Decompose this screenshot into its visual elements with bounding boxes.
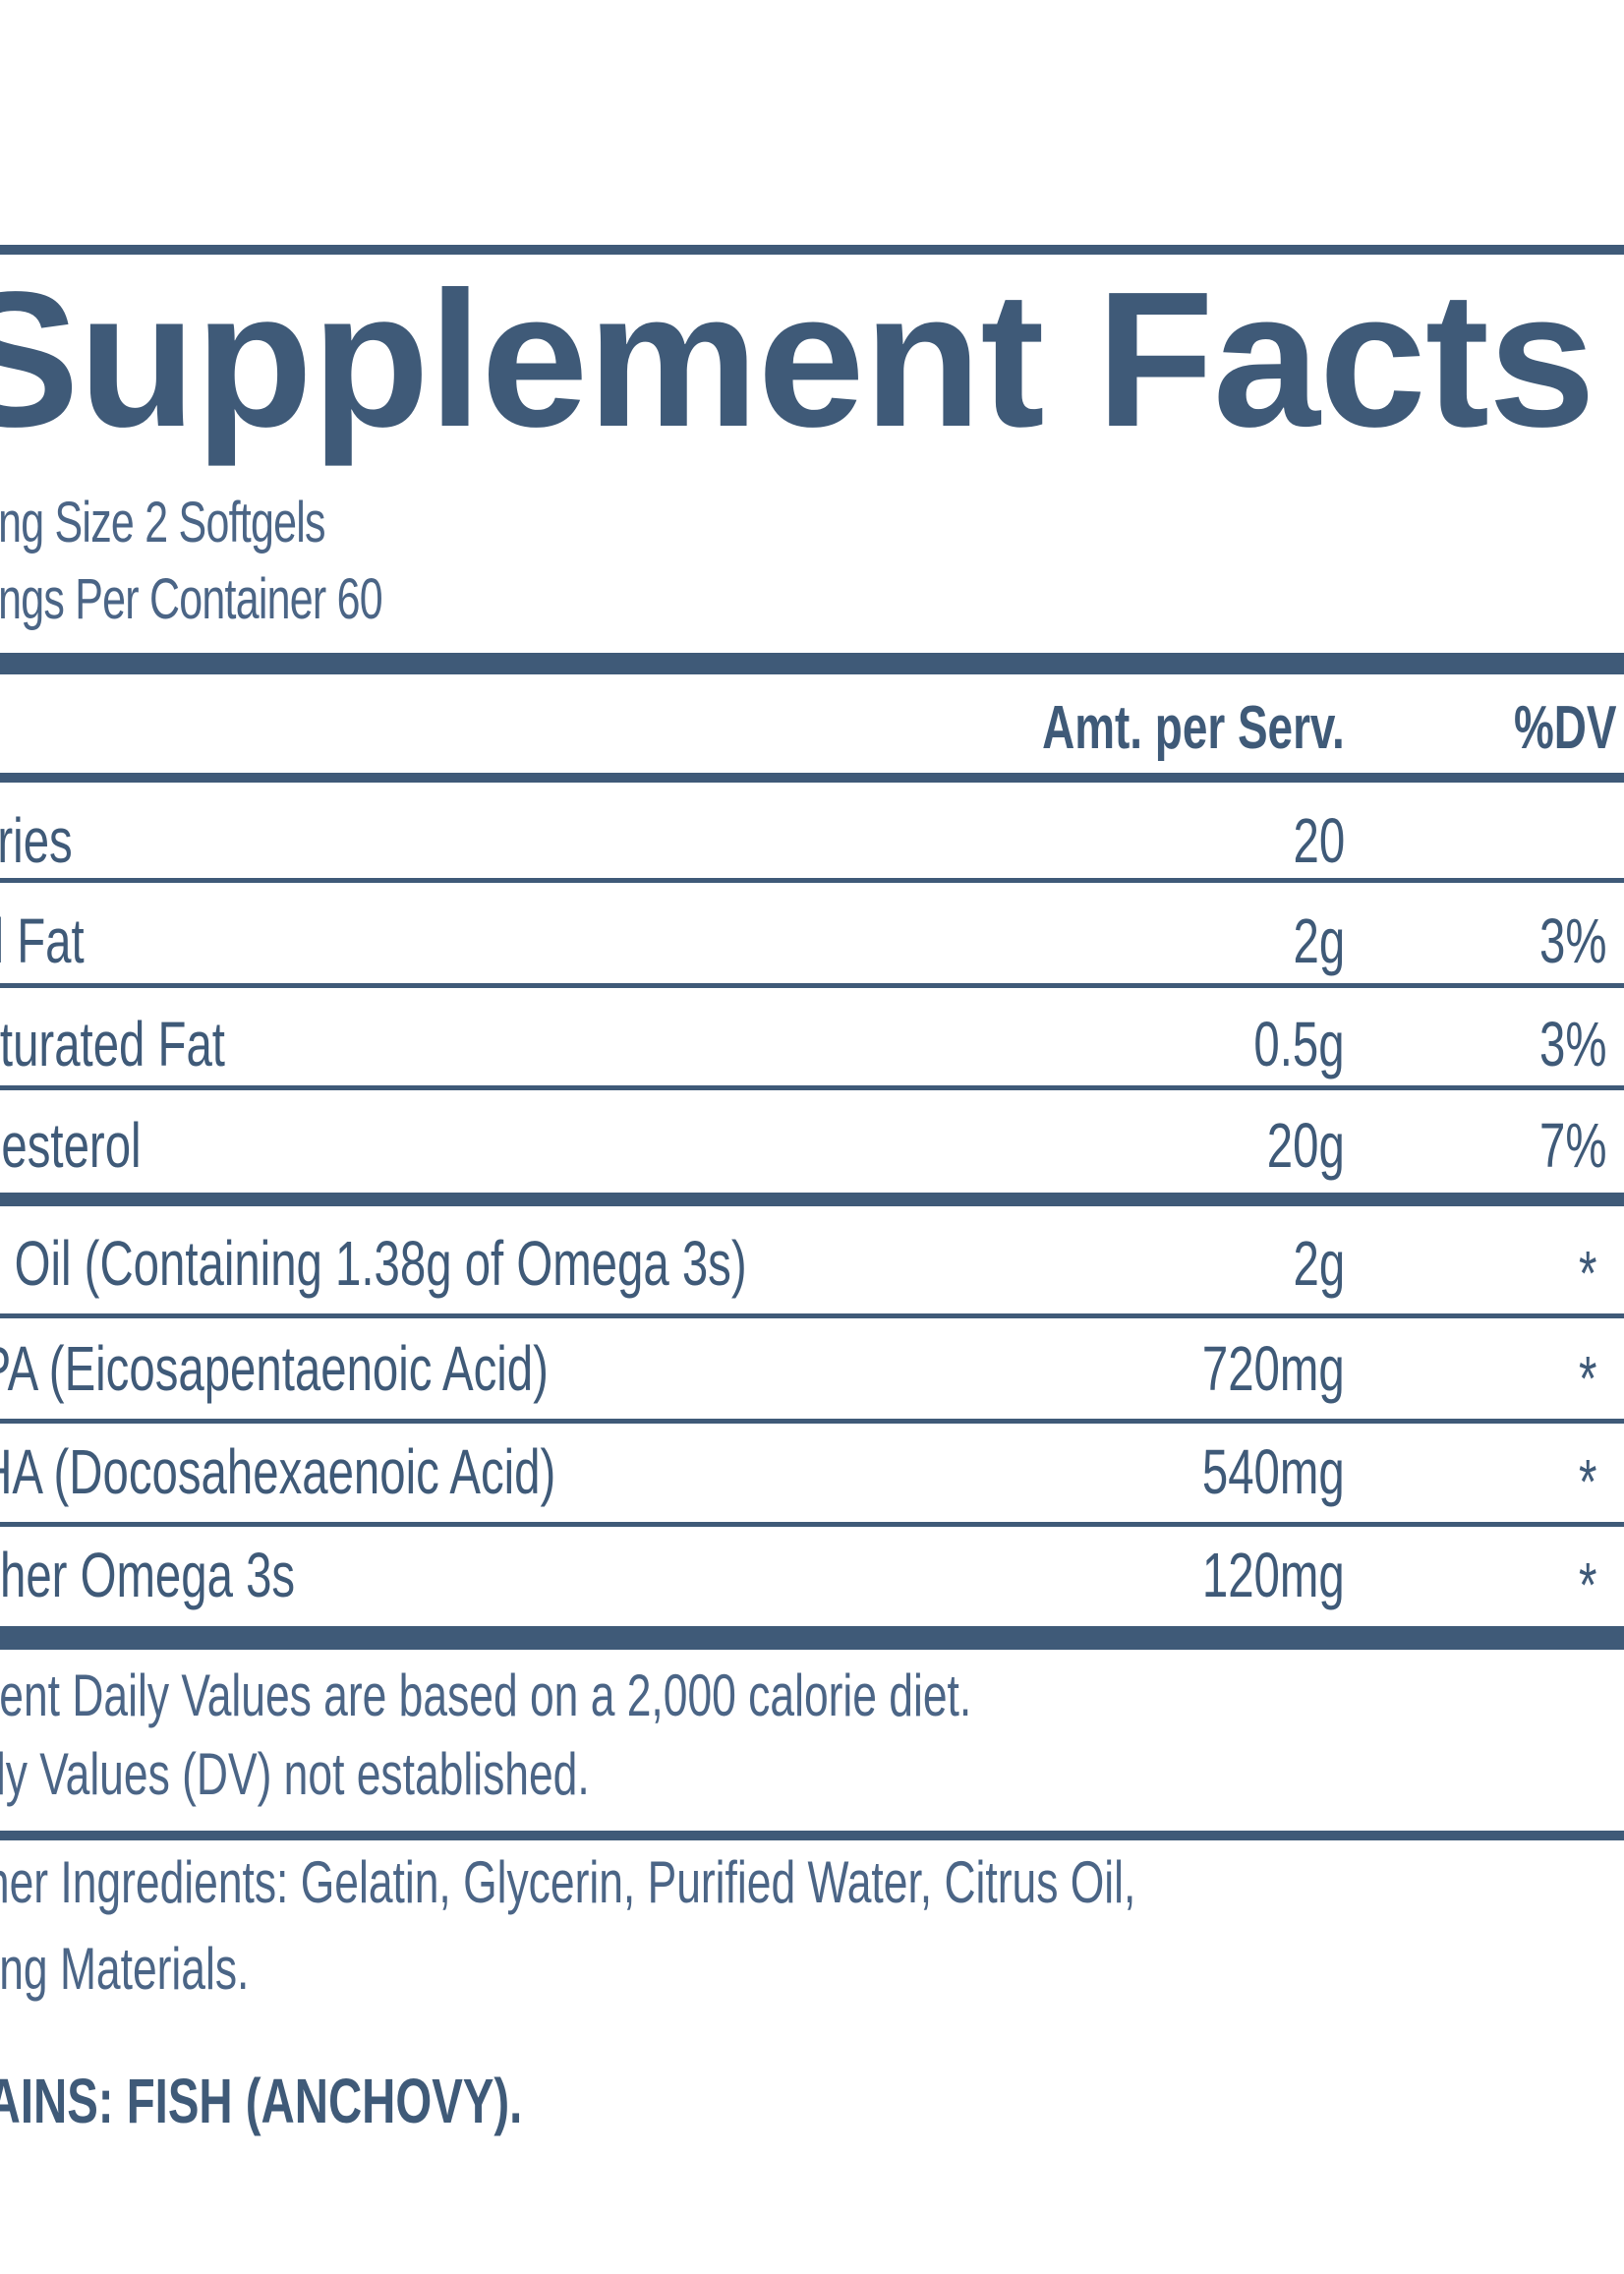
other-ingredients-line2: Flavoring Materials. (0, 1936, 250, 2002)
amount-column-header: Amt. per Serv. (1042, 694, 1345, 762)
other-ingredients-line1: Other Ingredients: Gelatin, Glycerin, Pu… (0, 1849, 1136, 1915)
footnote-dv-not-established: *Daily Values (DV) not established. (0, 1741, 590, 1807)
nutrient-name: Fish Oil (Containing 1.38g of Omega 3s) (0, 1228, 747, 1299)
row-divider (0, 1313, 1624, 1318)
nutrient-amount: 20g (1266, 1110, 1345, 1181)
row-divider (0, 878, 1624, 883)
nutrient-name: Calories (0, 805, 73, 876)
dv-column-header: %DV (1514, 694, 1617, 762)
nutrient-dv: * (1579, 1549, 1597, 1620)
label-title: Supplement Facts (0, 252, 1595, 467)
footnote-thick-rule (0, 1626, 1624, 1650)
nutrient-dv: 3% (1539, 1009, 1607, 1079)
top-rule (0, 245, 1624, 255)
row-divider (0, 983, 1624, 988)
nutrient-amount: 2g (1293, 905, 1345, 976)
footnote-daily-values: Percent Daily Values are based on a 2,00… (0, 1662, 972, 1728)
servings-per-container: Servings Per Container 60 (0, 567, 383, 631)
row-divider (0, 1522, 1624, 1527)
nutrient-name: Saturated Fat (0, 1009, 225, 1079)
nutrient-dv: * (1579, 1343, 1597, 1414)
column-header-rule (0, 773, 1624, 783)
serving-size: Serving Size 2 Softgels (0, 491, 325, 554)
row-divider (0, 1419, 1624, 1424)
ingredients-rule (0, 1831, 1624, 1840)
nutrient-amount: 540mg (1202, 1436, 1345, 1507)
nutrient-dv: 3% (1539, 905, 1607, 976)
nutrient-name: Total Fat (0, 905, 85, 976)
nutrient-dv: 7% (1539, 1110, 1607, 1181)
nutrient-name: DHA (Docosahexaenoic Acid) (0, 1436, 556, 1507)
nutrient-amount: 0.5g (1253, 1009, 1345, 1079)
row-divider (0, 1085, 1624, 1090)
nutrient-name: Cholesterol (0, 1110, 142, 1181)
nutrient-amount: 20 (1293, 805, 1345, 876)
nutrient-amount: 120mg (1202, 1540, 1345, 1610)
header-thick-rule (0, 653, 1624, 674)
nutrient-amount: 2g (1293, 1228, 1345, 1299)
allergen-statement: CONTAINS: FISH (ANCHOVY). (0, 2066, 523, 2136)
nutrient-amount: 720mg (1202, 1333, 1345, 1404)
nutrient-dv: * (1579, 1446, 1597, 1517)
nutrient-name: EPA (Eicosapentaenoic Acid) (0, 1333, 549, 1404)
nutrient-dv: * (1579, 1238, 1597, 1309)
section-rule (0, 1193, 1624, 1206)
nutrient-name: Other Omega 3s (0, 1540, 296, 1610)
